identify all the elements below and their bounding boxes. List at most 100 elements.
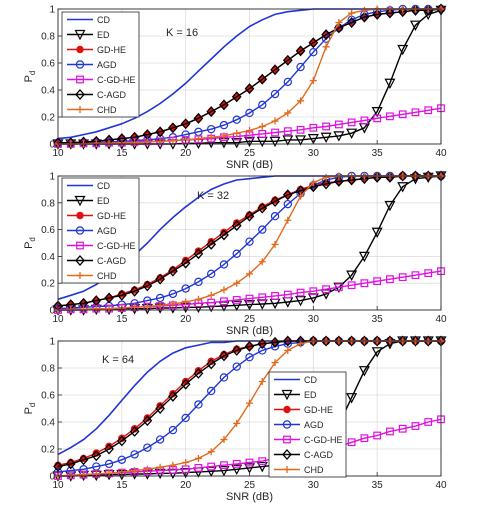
data-point (105, 305, 113, 313)
data-point (220, 297, 228, 306)
data-point (256, 461, 268, 473)
legend-item-gd-he: GD-HE (67, 211, 126, 221)
data-point (424, 418, 433, 426)
legend: CD ED GD-HE AGD C-GD-HE C-AGD CHD (268, 371, 347, 478)
k-annotation: K = 64 (102, 354, 134, 366)
legend-item-c-gd-he: C-GD-HE (274, 435, 343, 445)
data-point (168, 265, 178, 277)
x-tick-label: 20 (180, 480, 192, 491)
data-point (246, 399, 253, 407)
data-point (130, 450, 139, 459)
data-point (142, 415, 153, 427)
x-tick-label: 20 (180, 148, 192, 159)
data-point (322, 285, 330, 294)
data-point (346, 174, 357, 186)
data-point (308, 37, 319, 49)
data-point (182, 298, 190, 306)
data-point (207, 448, 215, 456)
data-point (219, 260, 229, 269)
data-point (333, 131, 345, 142)
data-point (309, 287, 318, 296)
legend-label: ED (97, 30, 110, 40)
data-point (116, 435, 127, 447)
data-point (231, 464, 243, 476)
data-point (346, 17, 357, 28)
data-point (346, 335, 357, 347)
data-point (348, 9, 356, 17)
x-tick-label: 15 (116, 314, 128, 325)
data-point (398, 424, 407, 433)
y-tick-label: 0.2 (41, 445, 55, 456)
data-point (155, 435, 165, 444)
data-point (397, 44, 409, 56)
data-point (91, 450, 102, 462)
data-point (246, 270, 253, 278)
legend-swatch-marker (283, 405, 291, 414)
legend-item-cd: CD (67, 15, 110, 25)
data-point (168, 122, 178, 134)
data-point (360, 434, 369, 443)
legend-label: CHD (97, 271, 117, 281)
data-point (233, 419, 241, 427)
data-point (371, 227, 383, 239)
data-point (155, 273, 166, 285)
data-point (180, 378, 191, 390)
legend-item-cd: CD (274, 375, 317, 385)
legend-swatch-marker (283, 466, 291, 473)
data-point (270, 89, 280, 99)
data-point (321, 335, 331, 347)
data-point (258, 346, 267, 355)
data-point (360, 279, 369, 288)
legend-label: AGD (304, 420, 324, 430)
data-point (258, 293, 267, 302)
y-tick-label: 0.6 (41, 391, 55, 402)
data-point (398, 273, 407, 282)
data-point (385, 335, 395, 347)
y-axis-label-main: P (23, 407, 35, 414)
data-point (244, 300, 255, 311)
data-point (155, 293, 165, 303)
data-point (359, 11, 370, 23)
data-point (411, 271, 420, 280)
data-point (423, 335, 434, 347)
data-point (206, 386, 216, 396)
data-point (80, 471, 88, 479)
y-tick-label: 1 (49, 337, 55, 348)
data-point (116, 289, 127, 301)
data-point (232, 249, 241, 258)
legend-swatch-marker (282, 449, 292, 460)
data-point (347, 438, 356, 447)
data-point (232, 459, 241, 468)
x-tick-label: 30 (308, 480, 320, 491)
data-point (333, 175, 344, 187)
y-tick-label: 0.8 (41, 364, 55, 375)
data-point (397, 182, 409, 193)
data-point (257, 73, 268, 85)
data-point (271, 359, 279, 367)
data-point (193, 367, 204, 379)
data-point (131, 139, 139, 147)
data-point (168, 425, 178, 435)
y-tick-label: 1 (49, 172, 55, 183)
data-point (92, 139, 100, 147)
legend-label: C-AGD (97, 90, 127, 100)
data-point (397, 170, 408, 182)
x-tick-label: 35 (372, 314, 384, 325)
data-point (322, 173, 330, 181)
data-point (283, 290, 292, 299)
k-annotation: K = 32 (197, 190, 229, 202)
data-point (258, 129, 267, 138)
data-point (358, 366, 370, 377)
data-point (346, 270, 358, 281)
data-point (67, 305, 75, 313)
legend-label: C-AGD (304, 450, 334, 460)
data-point (231, 300, 243, 312)
data-point (386, 275, 394, 284)
legend-label: ED (97, 196, 110, 206)
data-point (245, 108, 254, 118)
data-point (386, 112, 394, 121)
data-point (218, 466, 230, 477)
y-axis-label-subscript: d (28, 403, 37, 407)
y-tick-label: 0.2 (41, 279, 55, 290)
data-point (194, 135, 202, 143)
